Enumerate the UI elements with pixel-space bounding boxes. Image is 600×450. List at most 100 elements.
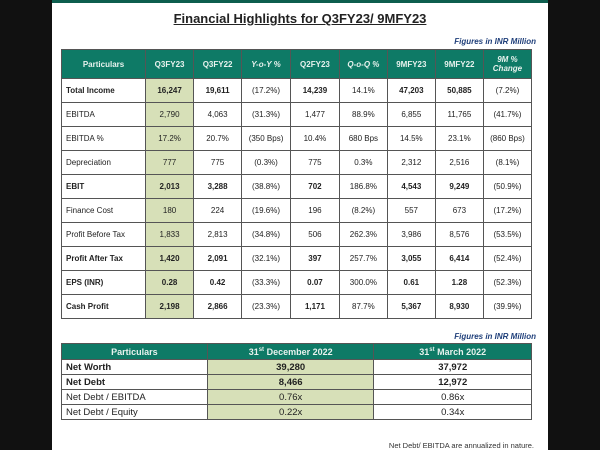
table-cell: 2,813 [193,222,243,247]
row-label: Finance Cost [60,198,147,223]
table-cell: 1,833 [145,222,195,247]
header-text: December 2022 [264,346,333,357]
table-row: Depreciation 777 775 (0.3%) 775 0.3% 2,312 2,51… [60,150,533,175]
header-text: 31 [248,346,259,357]
table-row: Finance Cost 180 224 (19.6%) 196 (8.2%) 557 673… [60,198,533,223]
table-cell: (860 Bps) [482,126,533,151]
table-cell: 12,972 [373,374,532,390]
table-cell: 88.9% [338,102,388,127]
table-cell: 680 Bps [338,126,388,151]
column-header: 9MFY23 [386,49,436,79]
table-cell: (53.5%) [482,222,533,247]
column-header: 31st March 2022 [373,343,532,360]
table-cell: (7.2%) [482,78,533,103]
table-cell: (32.1%) [241,246,291,271]
row-label: Net Debt / EBITDA [61,389,208,405]
table-cell: 1,420 [145,246,195,271]
row-label: EBITDA % [60,126,147,151]
table-cell: 2,198 [145,294,195,319]
table-cell: 702 [289,174,340,199]
row-label: EBITDA [60,102,147,127]
table-cell: 6,414 [434,246,484,271]
table-cell: 1,477 [289,102,340,127]
table-cell: 397 [289,246,340,271]
table-cell: 14.1% [338,78,388,103]
row-label: Total Income [60,78,147,103]
row-label: Net Worth [61,359,208,375]
table-cell: 180 [145,198,195,223]
table-cell: 0.28 [145,270,195,295]
column-header: Q3FY22 [193,49,243,79]
table-cell: 6,855 [386,102,436,127]
table-cell: 10.4% [289,126,340,151]
row-label: EPS (INR) [60,270,147,295]
table-cell: 2,790 [145,102,195,127]
table-cell: 9,249 [434,174,484,199]
table-cell: 196 [289,198,340,223]
table-cell: 87.7% [338,294,388,319]
table-cell: 16,247 [145,78,195,103]
table-cell: 0.42 [193,270,243,295]
table-cell: 506 [289,222,340,247]
table-cell: 47,203 [386,78,436,103]
table-cell: (33.3%) [241,270,291,295]
table-cell: 8,576 [434,222,484,247]
table-row: Net Debt 8,466 12,972 [61,374,532,390]
table-cell: 300.0% [338,270,388,295]
table-cell: 50,885 [434,78,484,103]
table-cell: 1,171 [289,294,340,319]
table-cell: (350 Bps) [241,126,291,151]
row-label: Profit After Tax [60,246,147,271]
table-cell: 775 [289,150,340,175]
table-cell: 39,280 [206,359,375,375]
page-title: Financial Highlights for Q3FY23/ 9MFY23 [173,11,427,26]
column-header: Y-o-Y % [241,49,291,79]
table-cell: 17.2% [145,126,195,151]
table-cell: 20.7% [193,126,243,151]
table-cell: 4,543 [386,174,436,199]
table-row: Profit Before Tax 1,833 2,813 (34.8%) 506 262… [60,222,533,247]
header-text: 31 [419,346,430,357]
row-label: Profit Before Tax [60,222,147,247]
table-cell: 8,466 [206,374,375,390]
row-label: Net Debt / Equity [61,404,208,420]
balance-sheet-table: Particulars 31st December 2022 31st March … [61,343,532,420]
table-cell: 3,288 [193,174,243,199]
units-note: Figures in INR Million [454,37,536,46]
table-cell: 673 [434,198,484,223]
table-row: EBITDA % 17.2% 20.7% (350 Bps) 10.4% 680 Bps 1… [60,126,533,151]
column-header: Q-o-Q % [338,49,388,79]
column-header: 9MFY22 [434,49,484,79]
table-cell: (38.8%) [241,174,291,199]
table-cell: 11,765 [434,102,484,127]
table-cell: (17.2%) [482,198,533,223]
table-cell: 775 [193,150,243,175]
table-cell: 557 [386,198,436,223]
table-cell: (0.3%) [241,150,291,175]
table-row: Cash Profit 2,198 2,866 (23.3%) 1,171 87.7% 5,… [60,294,533,319]
table-cell: 186.8% [338,174,388,199]
header-text: Particulars [111,346,158,357]
row-label: Depreciation [60,150,147,175]
column-header: Particulars [60,49,147,79]
footnote: Net Debt/ EBITDA are annualized in natur… [388,441,534,450]
table-cell: 14,239 [289,78,340,103]
table-row: EPS (INR) 0.28 0.42 (33.3%) 0.07 300.0% 0.61 1.… [60,270,533,295]
table-cell: (34.8%) [241,222,291,247]
table-row: Net Worth 39,280 37,972 [61,359,532,375]
column-header: Particulars [61,343,208,360]
table-cell: 2,013 [145,174,195,199]
table-cell: 262.3% [338,222,388,247]
table-cell: 3,055 [386,246,436,271]
table-row: Total Income 16,247 19,611 (17.2%) 14,239 14.… [60,78,533,103]
table-cell: 37,972 [373,359,532,375]
table-cell: 0.61 [386,270,436,295]
table-cell: 0.22x [206,404,375,420]
table-cell: 0.86x [373,389,532,405]
table-cell: (41.7%) [482,102,533,127]
table-cell: (8.2%) [338,198,388,223]
table-cell: 2,516 [434,150,484,175]
table-cell: 3,986 [386,222,436,247]
table-cell: 0.76x [206,389,375,405]
table-cell: 14.5% [386,126,436,151]
